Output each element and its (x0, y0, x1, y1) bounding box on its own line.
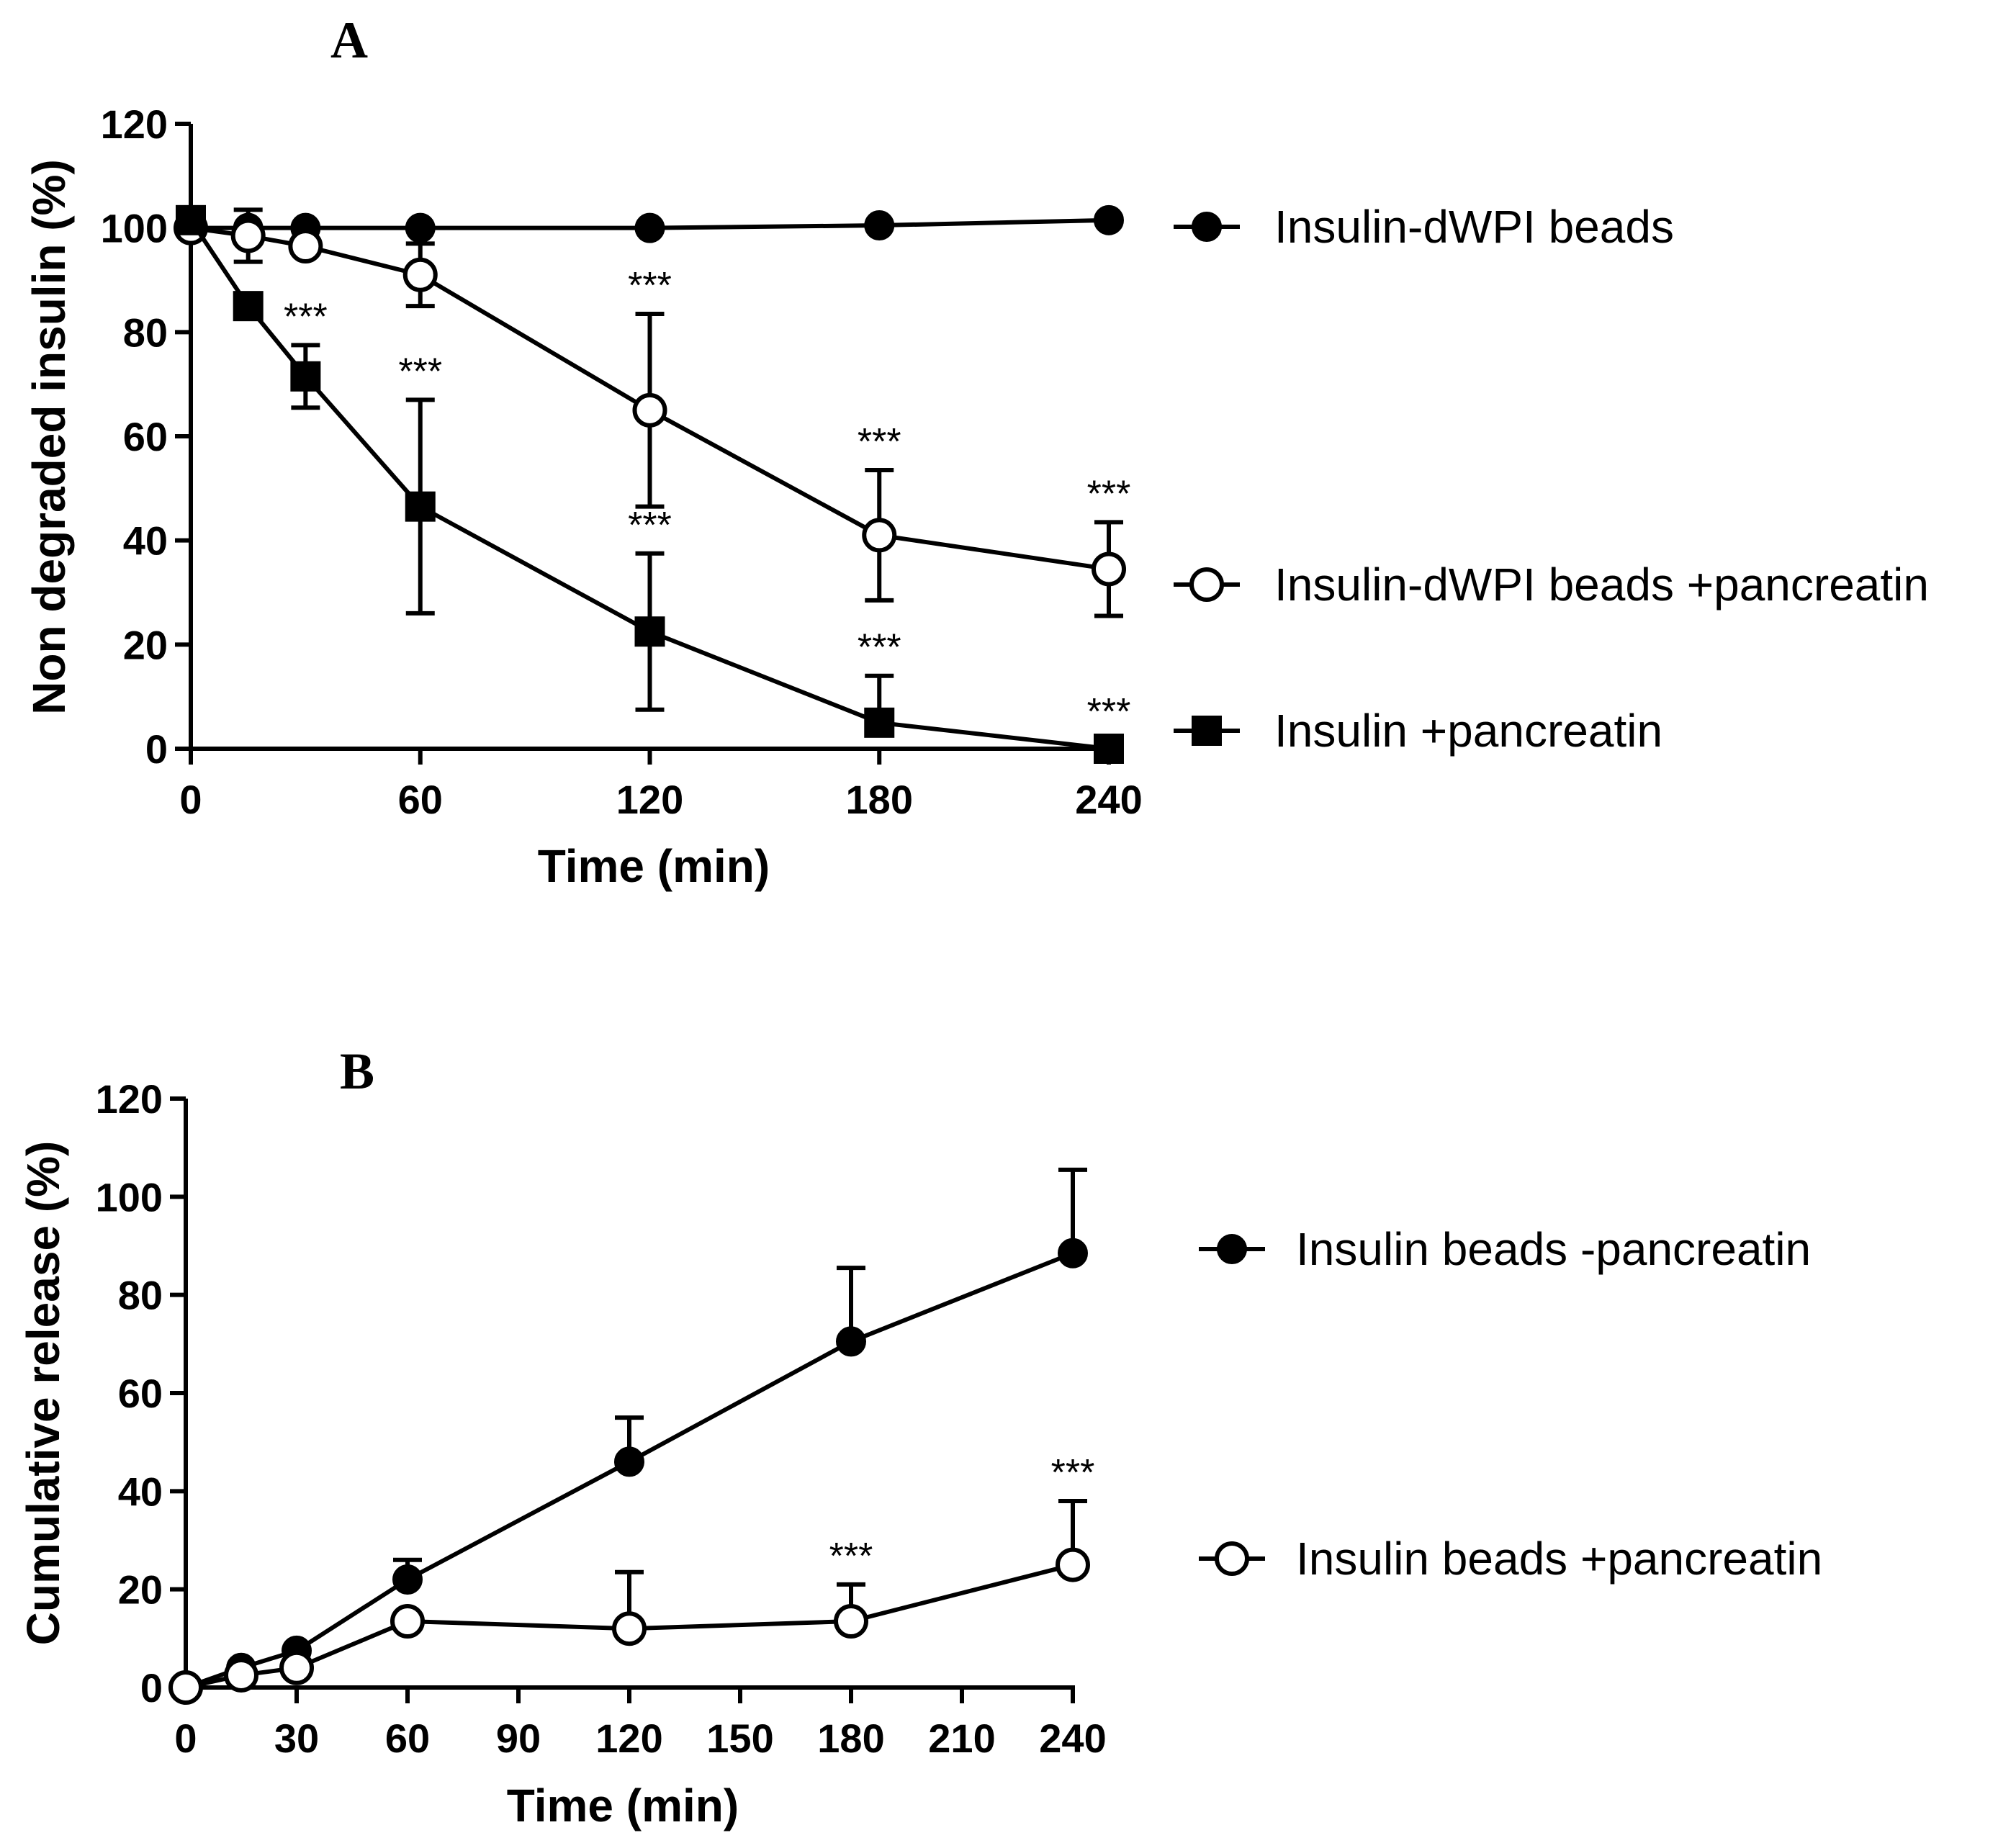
panel-b-x-tick-label-240: 240 (1039, 1716, 1106, 1761)
panel-b-x-axis-title: Time (min) (507, 1780, 739, 1831)
panel-b-series-2-point-15 (224, 1657, 258, 1693)
panel-b-legend-marker-1 (1217, 1234, 1247, 1264)
panel-b-series-1-point-240 (1058, 1238, 1088, 1269)
panel-a-series-2-significance-120: *** (628, 265, 672, 307)
panel-a: A 0 20 40 60 80 100 120 0 60 120 180 240 Time (min)… (23, 12, 1929, 892)
panel-b-series-2-point-60 (390, 1603, 425, 1639)
panel-a-y-tick-label-120: 120 (101, 102, 168, 147)
panel-b-y-tick-label-40: 40 (118, 1469, 163, 1514)
panel-b-y-tick-label-120: 120 (96, 1076, 163, 1122)
panel-b-legend-label-1: Insulin beads -pancreatin (1296, 1223, 1811, 1275)
panel-b-x-tick-label-0: 0 (174, 1716, 197, 1761)
panel-a-series-1-point-60 (405, 212, 436, 243)
panel-a-x-tick-label-120: 120 (616, 777, 683, 822)
panel-a-series-3-point-30 (290, 361, 321, 392)
panel-b-series-2-point-30 (279, 1650, 314, 1685)
panel-a-series-1-point-120 (634, 212, 665, 243)
panel-a-legend-label-1: Insulin-dWPI beads (1274, 201, 1674, 253)
panel-b-y-tick-label-0: 0 (140, 1665, 163, 1711)
panel-a-x-axis-title: Time (min) (538, 840, 770, 892)
panel-b-series-1-point-60 (392, 1564, 423, 1595)
panel-a-letter: A (330, 12, 368, 69)
panel-b-legend: Insulin beads -pancreatin Insulin beads +… (1199, 1223, 1822, 1585)
panel-b-x-tick-label-180: 180 (817, 1716, 884, 1761)
panel-b-legend-marker-2 (1215, 1541, 1249, 1576)
panel-a-series-3-point-60 (405, 491, 436, 522)
panel-a-legend-item-2: Insulin-dWPI beads +pancreatin (1174, 559, 1929, 610)
panel-a-series-2-point-120 (632, 392, 667, 428)
panel-a-series-3-significance-120: *** (628, 505, 672, 546)
panel-a-y-tick-label-100: 100 (101, 206, 168, 251)
panel-a-series-2-point-60 (402, 257, 438, 292)
panel-a-series-1-point-180 (864, 210, 895, 241)
panel-a-series-3-point-180 (864, 707, 895, 738)
panel-b-y-axis-title: Cumulative release (%) (17, 1141, 69, 1646)
panel-a-series-3-point-240 (1094, 734, 1124, 764)
panel-a-x-tick-label-60: 60 (398, 777, 443, 822)
panel-b-legend-label-2: Insulin beads +pancreatin (1296, 1533, 1822, 1585)
panel-a-series-3: *** *** *** *** *** (176, 204, 1131, 764)
panel-b-x-tick-label-210: 210 (928, 1716, 995, 1761)
panel-a-legend-label-2: Insulin-dWPI beads +pancreatin (1274, 559, 1929, 610)
panel-b-series-1-point-120 (614, 1446, 644, 1477)
panel-b-series-2-significance-240: *** (1051, 1452, 1095, 1494)
panel-b-series-2-significance-180: *** (829, 1536, 873, 1577)
panel-a-legend-item-3: Insulin +pancreatin (1174, 705, 1662, 757)
panel-a-legend-marker-1 (1192, 212, 1222, 242)
panel-b-series-1-point-180 (836, 1326, 866, 1357)
panel-a-series-1-point-240 (1094, 204, 1124, 235)
panel-b-series: *** *** (168, 1167, 1095, 1705)
panel-a-y-tick-label-60: 60 (123, 414, 168, 459)
panel-a-series-2-point-180 (862, 518, 897, 553)
panel-a-y-tick-label-20: 20 (123, 622, 168, 667)
panel-b-y-tick-label-20: 20 (118, 1567, 163, 1613)
panel-b-letter: B (340, 1042, 374, 1100)
panel-b-x-tick-label-90: 90 (496, 1716, 541, 1761)
panel-a-series-3-significance-30: *** (284, 296, 328, 338)
panel-a-legend-item-1: Insulin-dWPI beads (1174, 201, 1674, 253)
panel-b-series-2: *** *** (168, 1452, 1095, 1705)
panel-a-series-3-point-15 (233, 291, 264, 322)
panel-b-series-2-point-0 (168, 1670, 203, 1705)
panel-b-x-tick-label-30: 30 (274, 1716, 319, 1761)
panel-a-y-tick-label-80: 80 (123, 310, 168, 355)
panel-a-legend-marker-3 (1192, 716, 1222, 746)
panel-a-legend-label-3: Insulin +pancreatin (1274, 705, 1662, 757)
panel-b-y-tick-label-80: 80 (118, 1273, 163, 1318)
panel-a-series-3-point-120 (634, 616, 665, 647)
panel-b-series-2-point-180 (834, 1603, 868, 1639)
panel-a-series-2-point-15 (230, 218, 266, 253)
panel-a-x-tick-label-0: 0 (179, 777, 202, 822)
panel-b-legend-item-1: Insulin beads -pancreatin (1199, 1223, 1811, 1275)
panel-a-series-2-point-30 (288, 228, 323, 263)
panel-a-y-axis-title: Non degraded insulin (%) (23, 159, 75, 715)
panel-a-x-tick-label-240: 240 (1075, 777, 1142, 822)
panel-a-series-2-significance-240: *** (1087, 473, 1131, 515)
panel-b-ticks: 0 20 40 60 80 100 120 0 30 60 90 120 150 180 210 240 (96, 1076, 1107, 1761)
panel-b-legend-item-2: Insulin beads +pancreatin (1199, 1533, 1822, 1585)
panel-b-x-tick-label-120: 120 (595, 1716, 662, 1761)
panel-b-y-tick-label-100: 100 (96, 1174, 163, 1220)
panel-a-series-3-significance-60: *** (398, 351, 442, 392)
panel-a-series-2-point-240 (1092, 551, 1126, 587)
panel-a-series-3-significance-240: *** (1087, 691, 1131, 733)
panel-a-series-3-point-0 (176, 204, 206, 235)
panel-b-x-tick-label-60: 60 (385, 1716, 430, 1761)
panel-a-legend: Insulin-dWPI beads Insulin-dWPI beads +pa… (1174, 201, 1929, 757)
panel-b-y-tick-label-60: 60 (118, 1371, 163, 1416)
panel-a-series: *** *** *** *** *** *** *** *** (174, 204, 1131, 764)
panel-b-series-2-point-240 (1056, 1547, 1090, 1582)
panel-a-series-2-significance-180: *** (858, 421, 901, 463)
panel-a-x-tick-label-180: 180 (846, 777, 913, 822)
panel-a-series-3-significance-180: *** (858, 627, 901, 669)
panel-b-x-tick-label-150: 150 (706, 1716, 773, 1761)
panel-a-series-2: *** *** *** (174, 207, 1131, 618)
panel-a-y-tick-label-40: 40 (123, 518, 168, 564)
panel-a-legend-marker-2 (1189, 567, 1224, 602)
panel-a-y-tick-label-0: 0 (145, 726, 168, 772)
panel-b-series-2-point-120 (612, 1611, 647, 1646)
